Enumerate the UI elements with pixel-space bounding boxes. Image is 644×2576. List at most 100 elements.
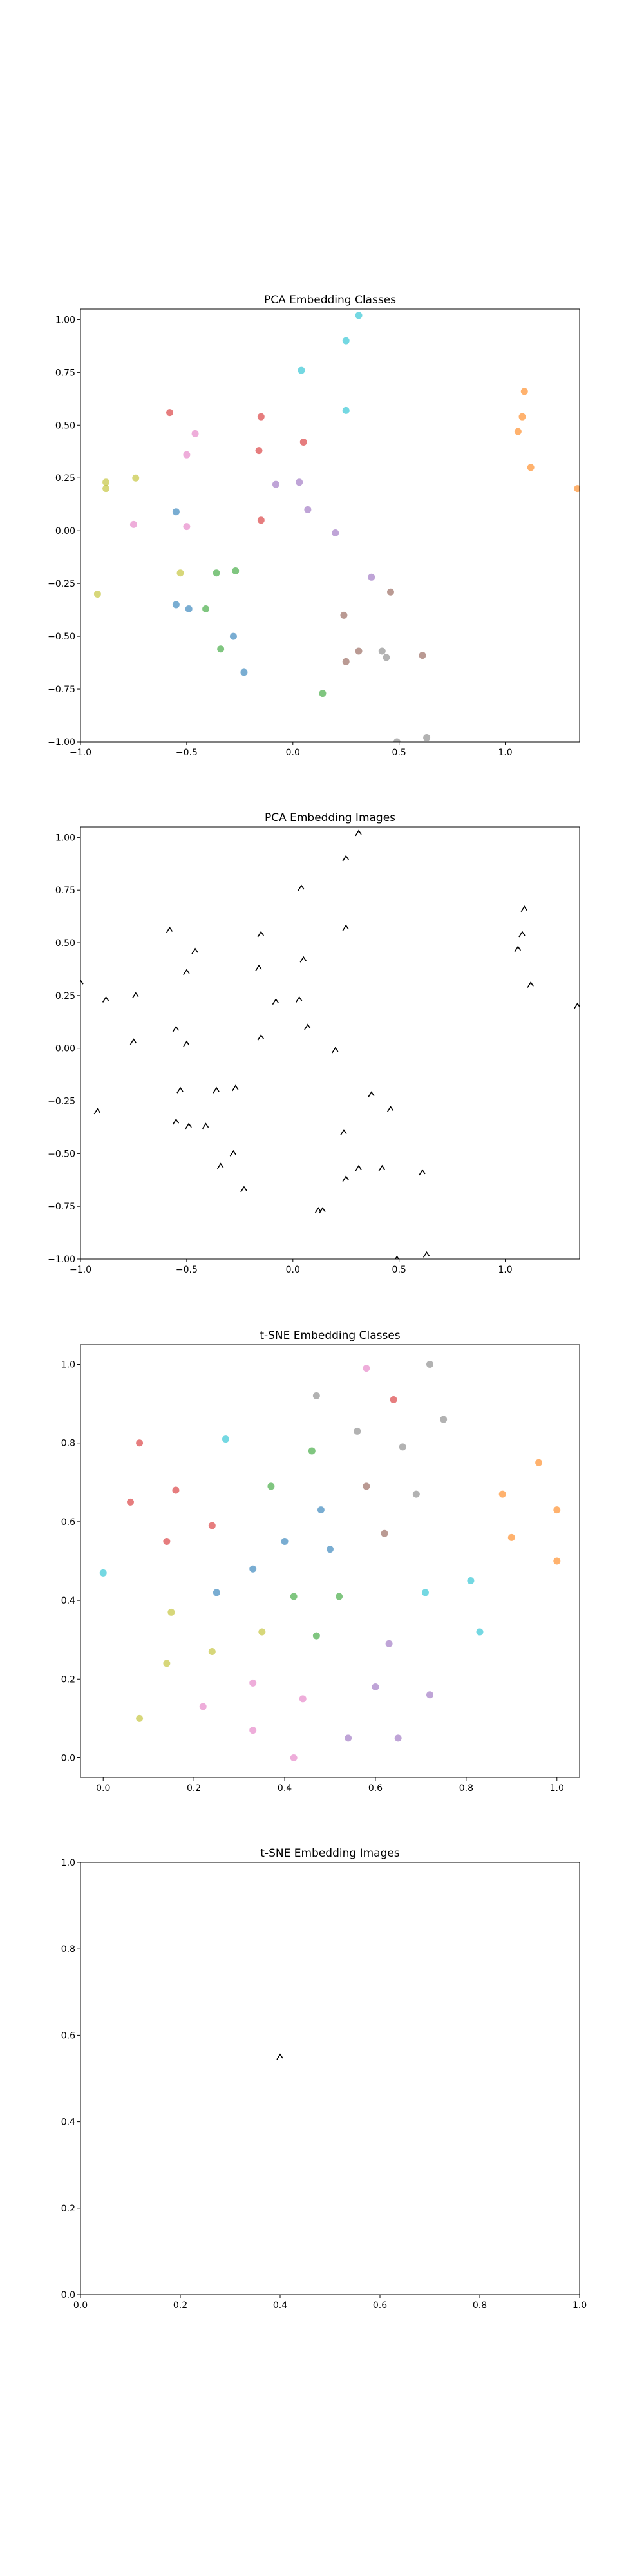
data-point-glyph: [332, 1046, 339, 1054]
data-point: [467, 1577, 475, 1585]
data-point: [132, 474, 140, 482]
data-point-glyph: [240, 1186, 247, 1193]
y-tick-label: −1.00: [48, 737, 75, 748]
data-point-glyph: [272, 998, 279, 1005]
data-point-glyph: [276, 2053, 283, 2060]
x-tick-label: 0.0: [286, 748, 300, 758]
data-point: [423, 734, 431, 741]
data-point: [340, 611, 348, 619]
chart-title: t-SNE Embedding Images: [260, 1847, 400, 1860]
data-point: [127, 1498, 134, 1506]
data-point-glyph: [257, 931, 264, 938]
data-point: [308, 1447, 316, 1455]
chart-title: PCA Embedding Classes: [264, 294, 396, 307]
data-point: [172, 1486, 180, 1494]
data-point: [399, 1443, 406, 1451]
data-point: [507, 1533, 515, 1541]
data-point: [136, 1439, 144, 1447]
x-tick-label: −1.0: [70, 748, 91, 758]
data-point: [298, 366, 305, 374]
data-point: [163, 1660, 171, 1667]
data-point: [163, 1537, 171, 1545]
data-point: [383, 654, 390, 661]
data-point: [232, 567, 240, 574]
data-point: [355, 647, 363, 655]
data-point: [527, 464, 535, 471]
y-tick-label: 1.00: [55, 833, 75, 843]
data-point-glyph: [183, 1040, 190, 1047]
y-tick-label: 1.0: [61, 1858, 75, 1868]
data-point-glyph: [191, 947, 198, 954]
data-point: [267, 1482, 275, 1490]
y-tick-label: 0.6: [61, 2031, 75, 2041]
data-point: [574, 485, 580, 493]
data-point: [299, 439, 307, 446]
data-point: [319, 690, 327, 697]
data-point-glyph: [80, 979, 84, 985]
data-point-glyph: [342, 924, 349, 931]
x-tick-label: 0.2: [187, 1783, 201, 1794]
data-point: [394, 1734, 402, 1742]
y-tick-label: 0.00: [55, 526, 75, 536]
y-tick-label: 0.2: [61, 1674, 75, 1685]
data-point-glyph: [213, 1086, 220, 1094]
data-point: [440, 1416, 448, 1423]
data-point-glyph: [574, 1002, 580, 1009]
data-point-glyph: [166, 926, 173, 933]
data-point: [240, 668, 248, 676]
axes-frame: [80, 308, 580, 743]
data-point-glyph: [314, 1207, 322, 1214]
data-point-glyph: [355, 1164, 362, 1171]
data-point: [213, 569, 220, 577]
data-point-glyph: [185, 1122, 192, 1130]
data-point-glyph: [342, 855, 349, 862]
data-point: [299, 1695, 307, 1703]
data-point-glyph: [340, 1129, 347, 1136]
data-point: [99, 1569, 107, 1577]
x-tick-label: 0.0: [96, 1783, 110, 1794]
data-point: [258, 1628, 266, 1636]
data-point-glyph: [229, 1150, 237, 1157]
y-tick-label: −0.50: [48, 1149, 75, 1159]
y-tick-label: 0.50: [55, 938, 75, 949]
y-tick-label: 0.75: [55, 368, 75, 378]
data-points: [276, 2053, 283, 2060]
data-point: [342, 406, 350, 414]
data-point-glyph: [172, 1118, 180, 1125]
data-point: [317, 1506, 325, 1514]
data-point: [290, 1754, 298, 1761]
data-point: [363, 1365, 370, 1372]
y-tick-label: −0.75: [48, 1202, 75, 1212]
data-point: [166, 409, 174, 417]
data-point: [476, 1628, 484, 1636]
data-point: [381, 1530, 388, 1537]
x-tick-label: 0.6: [368, 1783, 383, 1794]
y-tick-label: −0.25: [48, 1097, 75, 1107]
data-point: [312, 1632, 320, 1640]
data-point: [217, 645, 225, 653]
data-point: [202, 605, 210, 612]
data-point-glyph: [202, 1122, 209, 1130]
y-tick-label: 0.75: [55, 886, 75, 896]
data-point-glyph: [368, 1091, 375, 1098]
data-point: [136, 1714, 144, 1722]
data-point: [535, 1459, 543, 1466]
data-point-glyph: [176, 1086, 184, 1094]
data-point: [553, 1557, 561, 1565]
data-point-glyph: [422, 1251, 430, 1258]
data-point: [390, 1396, 397, 1404]
data-point: [312, 1392, 320, 1399]
data-point: [102, 478, 110, 486]
data-point-glyph: [386, 1106, 394, 1113]
data-point-glyph: [257, 1034, 264, 1041]
y-tick-label: 0.25: [55, 991, 75, 1001]
data-point: [102, 485, 110, 493]
data-point-glyph: [527, 981, 534, 988]
y-tick-label: −1.00: [48, 1255, 75, 1265]
y-tick-label: 0.4: [61, 1596, 75, 1606]
data-point: [272, 480, 279, 488]
data-point-glyph: [93, 1108, 101, 1115]
x-tick-label: 0.4: [273, 2300, 287, 2311]
y-tick-label: 0.4: [61, 2117, 75, 2128]
